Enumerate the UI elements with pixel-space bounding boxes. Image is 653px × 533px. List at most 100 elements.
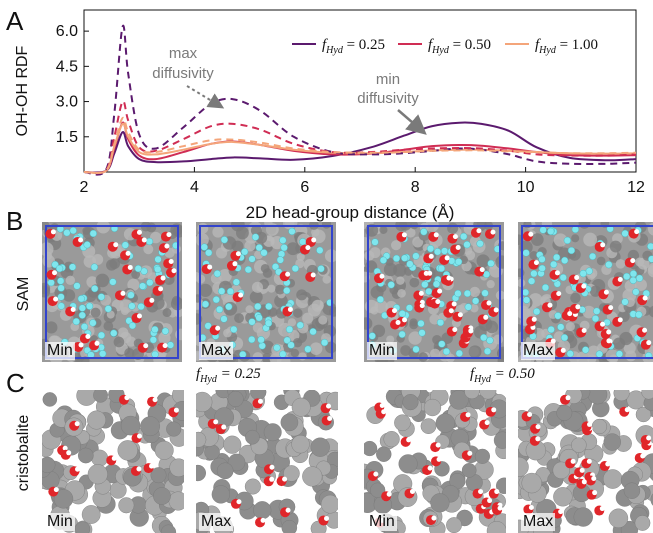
alkyl-chain	[307, 303, 321, 317]
water-hydrogen	[136, 313, 142, 319]
water-hydrogen	[476, 228, 482, 234]
silica-atom	[310, 437, 330, 457]
simulation-box	[199, 225, 333, 359]
head-group	[560, 334, 569, 342]
head-group	[442, 347, 451, 356]
head-group	[539, 226, 547, 234]
water-hydrogen	[311, 237, 317, 243]
row-label-sam: SAM	[15, 276, 32, 312]
silica-atom	[573, 507, 593, 527]
head-group	[632, 288, 640, 296]
head-group	[563, 236, 572, 245]
head-group	[309, 327, 317, 336]
head-group	[89, 229, 97, 238]
head-group	[425, 287, 433, 296]
head-group	[138, 282, 147, 290]
water-hydrogen	[381, 409, 387, 415]
alkyl-chain	[106, 259, 118, 271]
head-group	[438, 340, 446, 348]
head-group	[530, 269, 538, 278]
water-hydrogen	[406, 437, 412, 443]
head-group	[127, 291, 135, 299]
annotation-max-diffusivity: diffusivity	[152, 65, 214, 82]
head-group	[273, 344, 281, 352]
head-group	[591, 315, 600, 323]
head-group	[299, 238, 307, 246]
silica-atom	[641, 390, 653, 400]
silica-atom	[227, 390, 244, 407]
water-hydrogen	[125, 250, 131, 256]
water-hydrogen	[600, 321, 606, 327]
head-group	[57, 277, 65, 285]
row-label-cristobalite: cristobalite	[15, 414, 32, 492]
head-group	[522, 296, 531, 304]
cristobalite-snapshot-2: Max	[196, 390, 338, 533]
water-hydrogen	[158, 286, 164, 292]
alkyl-chain	[234, 313, 244, 324]
head-group	[63, 229, 71, 237]
head-group	[471, 297, 480, 305]
head-group	[78, 311, 86, 319]
alkyl-chain	[565, 322, 575, 332]
water-hydrogen	[75, 466, 81, 472]
water-hydrogen	[554, 270, 560, 276]
head-group	[254, 302, 262, 311]
annotation-max-diffusivity: max	[169, 45, 198, 62]
alkyl-chain	[103, 321, 114, 331]
silica-atom	[370, 482, 386, 498]
water-hydrogen	[428, 253, 434, 259]
water-hydrogen	[74, 421, 80, 427]
head-group	[588, 252, 597, 261]
sam-snapshot-2: Max	[196, 222, 336, 362]
head-group	[538, 255, 546, 263]
alkyl-chain	[447, 222, 459, 234]
silica-atom	[280, 413, 299, 432]
water-hydrogen	[431, 515, 437, 521]
water-hydrogen	[646, 340, 652, 346]
head-group	[579, 269, 587, 278]
head-group	[421, 280, 429, 289]
water-hydrogen	[402, 317, 408, 323]
alkyl-chain	[162, 308, 172, 318]
snapshot-label: Min	[45, 342, 75, 360]
alkyl-chain	[249, 290, 263, 304]
alkyl-chain	[379, 225, 388, 234]
water-hydrogen	[533, 260, 539, 266]
silica-atom	[91, 449, 109, 467]
water-hydrogen	[78, 342, 84, 348]
silica-atom	[402, 394, 419, 411]
water-hydrogen	[433, 232, 439, 238]
head-group	[68, 263, 77, 271]
head-group	[80, 323, 89, 331]
head-group	[283, 286, 291, 295]
water-hydrogen	[600, 242, 606, 248]
cristobalite-snapshot-1-image	[42, 390, 184, 533]
x-axis-label: 2D head-group distance (Å)	[246, 203, 455, 222]
water-hydrogen	[490, 229, 496, 235]
alkyl-chain	[82, 226, 91, 235]
alkyl-chain	[571, 234, 580, 243]
water-hydrogen	[547, 302, 553, 308]
alkyl-chain	[530, 233, 544, 246]
head-group	[552, 253, 561, 262]
water-hydrogen	[575, 304, 581, 310]
silica-atom	[591, 418, 608, 435]
head-group	[412, 345, 420, 353]
head-group	[287, 341, 295, 349]
water-hydrogen	[373, 471, 379, 477]
head-group	[401, 254, 409, 262]
water-hydrogen	[603, 289, 609, 295]
head-group	[258, 342, 266, 350]
alkyl-chain	[408, 331, 422, 345]
snapshot-label: Min	[45, 513, 75, 531]
water-hydrogen	[168, 258, 174, 264]
sam-snapshot-2-image	[196, 222, 336, 362]
silica-atom	[211, 485, 230, 504]
silica-atom	[244, 478, 261, 495]
head-group	[213, 270, 221, 278]
alkyl-chain	[576, 351, 590, 362]
alkyl-chain	[370, 285, 384, 299]
alkyl-chain	[218, 268, 232, 283]
water-hydrogen	[581, 283, 587, 289]
silica-atom	[196, 464, 206, 482]
